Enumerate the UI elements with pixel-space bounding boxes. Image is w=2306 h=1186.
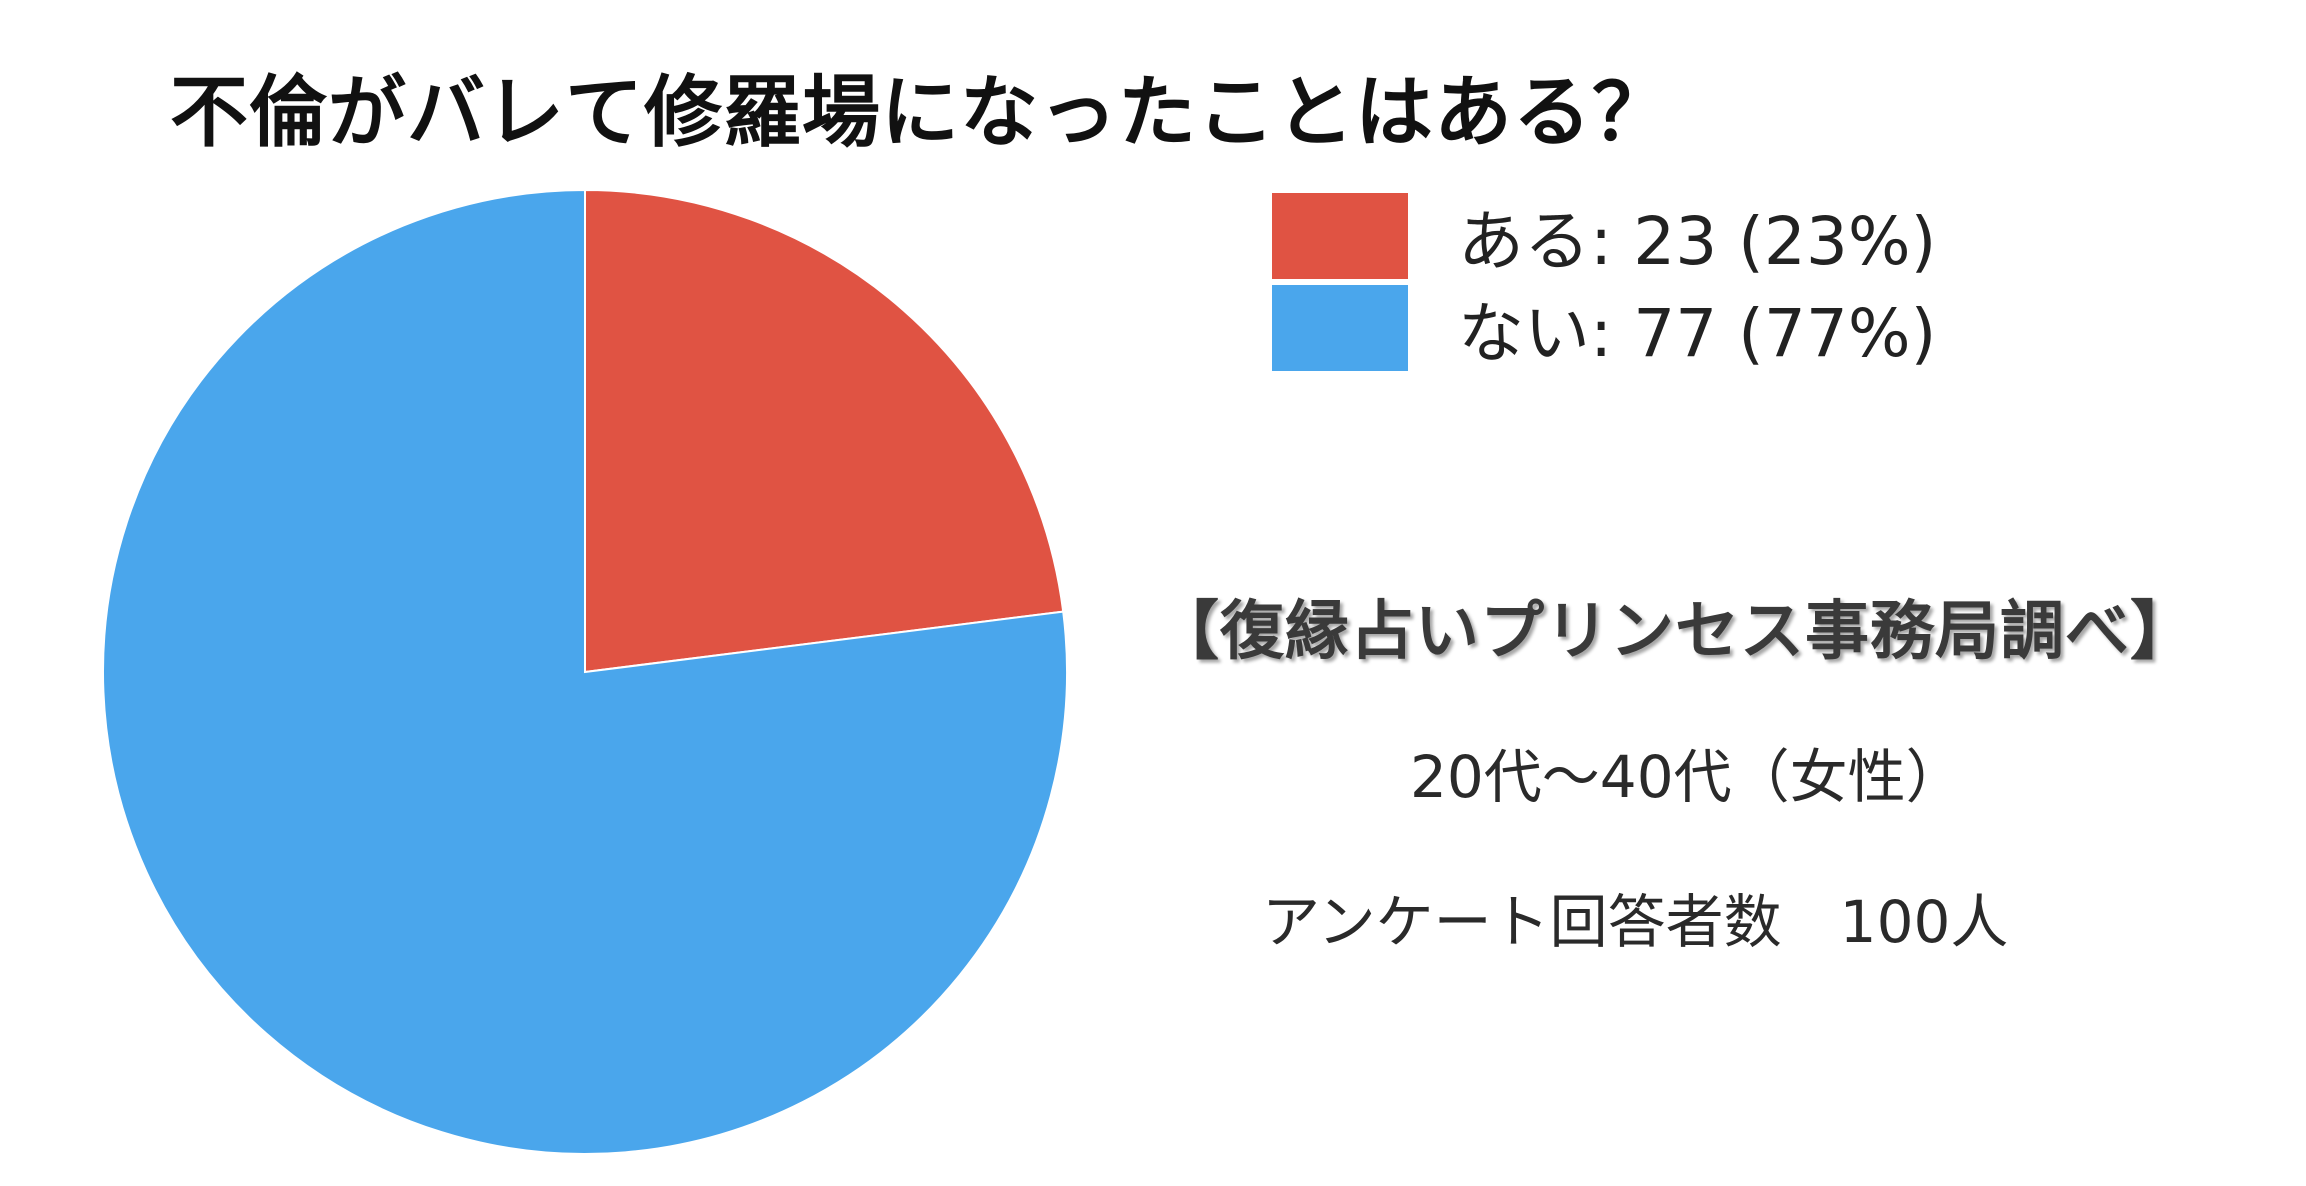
pie-chart [102, 188, 1068, 1155]
legend: ある: 23 (23%) ない: 77 (77%) [1272, 190, 1936, 374]
respondent-count: アンケート回答者数 100人 [1262, 888, 2009, 956]
pie-slice-nai [102, 188, 1068, 1155]
legend-swatch-aru [1272, 193, 1408, 279]
source-credit: 【復縁占いプリンセス事務局調べ】 [1155, 595, 2195, 669]
legend-item-nai: ない: 77 (77%) [1272, 282, 1936, 374]
legend-label-aru: ある: 23 (23%) [1458, 203, 1937, 280]
demographic-note: 20代〜40代（女性） [1410, 743, 1964, 811]
legend-label-nai: ない: 77 (77%) [1458, 295, 1937, 372]
pie-slice-aru [584, 188, 1065, 674]
legend-item-aru: ある: 23 (23%) [1272, 190, 1936, 282]
chart-title: 不倫がバレて修羅場になったことはある？ [170, 68, 1672, 158]
legend-swatch-nai [1272, 285, 1408, 371]
